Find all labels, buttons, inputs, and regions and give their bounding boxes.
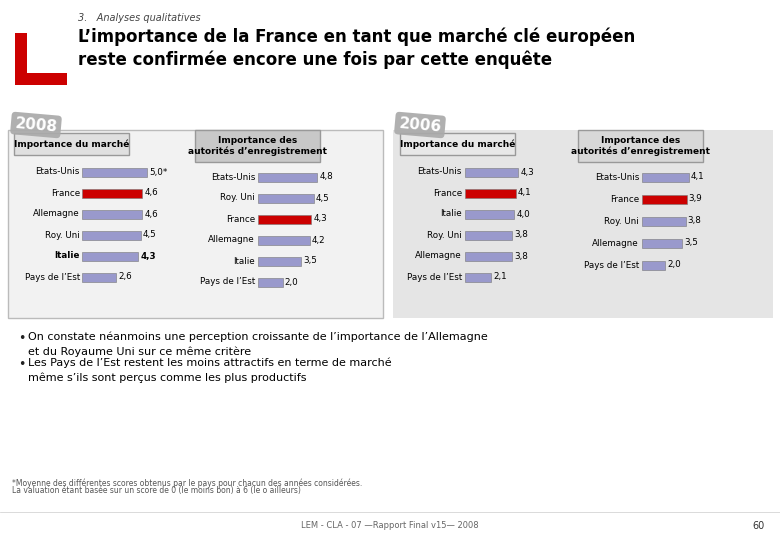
Text: France: France: [51, 188, 80, 198]
Bar: [642, 172, 689, 181]
Text: Italie: Italie: [441, 210, 462, 219]
Bar: [27, 33, 67, 73]
Text: 4,0: 4,0: [516, 210, 530, 219]
Text: France: France: [610, 194, 639, 204]
Text: Roy. Uni: Roy. Uni: [45, 231, 80, 240]
Text: Importance des
autorités d’enregistrement: Importance des autorités d’enregistremen…: [188, 136, 327, 157]
Bar: [82, 273, 116, 281]
Text: 3,8: 3,8: [514, 231, 528, 240]
Bar: [465, 252, 512, 260]
Text: Pays de l’Est: Pays de l’Est: [406, 273, 462, 281]
Text: 4,3: 4,3: [140, 252, 156, 260]
Bar: [82, 231, 141, 240]
Text: 4,8: 4,8: [319, 172, 333, 181]
Text: *Moyenne des différentes scores obtenus par le pays pour chacun des années consi: *Moyenne des différentes scores obtenus …: [12, 478, 362, 488]
Text: 60: 60: [753, 521, 765, 531]
Text: •: •: [18, 332, 26, 345]
Text: Importance du marché: Importance du marché: [400, 139, 515, 148]
Text: 3.   Analyses qualitatives: 3. Analyses qualitatives: [78, 13, 200, 23]
Bar: [642, 217, 686, 226]
Text: 3,9: 3,9: [689, 194, 703, 204]
Text: Allemagne: Allemagne: [208, 235, 255, 245]
Text: Importance des
autorités d’enregistrement: Importance des autorités d’enregistremen…: [571, 136, 710, 157]
Text: Pays de l’Est: Pays de l’Est: [583, 260, 639, 269]
Text: Allemagne: Allemagne: [592, 239, 639, 247]
Text: Roy. Uni: Roy. Uni: [604, 217, 639, 226]
Bar: [258, 172, 317, 181]
Bar: [393, 130, 773, 318]
Text: 4,3: 4,3: [520, 167, 534, 177]
Text: 4,3: 4,3: [313, 214, 327, 224]
Text: 2006: 2006: [398, 116, 442, 134]
Bar: [642, 194, 686, 204]
Bar: [642, 260, 665, 269]
Bar: [578, 130, 703, 162]
Text: La valuation étant basée sur un score de 0 (le moins bon) à 6 (le o ailleurs): La valuation étant basée sur un score de…: [12, 486, 301, 495]
Bar: [195, 130, 320, 162]
Bar: [82, 167, 147, 177]
Text: 3,8: 3,8: [514, 252, 528, 260]
Text: 3,5: 3,5: [303, 256, 317, 266]
Text: 4,5: 4,5: [143, 231, 157, 240]
Text: 4,1: 4,1: [691, 172, 704, 181]
Text: France: France: [226, 214, 255, 224]
Text: France: France: [433, 188, 462, 198]
Bar: [258, 193, 314, 202]
Text: Etats-Unis: Etats-Unis: [211, 172, 255, 181]
Text: 5,0*: 5,0*: [150, 167, 168, 177]
Bar: [258, 256, 301, 266]
Bar: [14, 133, 129, 155]
Bar: [82, 252, 138, 260]
Text: •: •: [18, 358, 26, 371]
Text: Etats-Unis: Etats-Unis: [417, 167, 462, 177]
Text: 2,0: 2,0: [285, 278, 299, 287]
Text: Etats-Unis: Etats-Unis: [594, 172, 639, 181]
Text: 3,8: 3,8: [687, 217, 701, 226]
Text: L’importance de la France en tant que marché clé européen
reste confirmée encore: L’importance de la France en tant que ma…: [78, 27, 635, 69]
Text: 2,6: 2,6: [118, 273, 132, 281]
Text: 4,5: 4,5: [316, 193, 329, 202]
Bar: [258, 278, 282, 287]
Text: Italie: Italie: [233, 256, 255, 266]
Text: 2008: 2008: [14, 116, 58, 134]
Bar: [465, 188, 516, 198]
Text: 4,2: 4,2: [312, 235, 325, 245]
Text: 4,1: 4,1: [518, 188, 531, 198]
Text: 2,0: 2,0: [667, 260, 681, 269]
Text: Pays de l’Est: Pays de l’Est: [25, 273, 80, 281]
Text: Importance du marché: Importance du marché: [14, 139, 129, 148]
Text: Roy. Uni: Roy. Uni: [427, 231, 462, 240]
Text: LEM - CLA - 07 —Rapport Final v15— 2008: LEM - CLA - 07 —Rapport Final v15— 2008: [301, 522, 479, 530]
Text: Allemagne: Allemagne: [416, 252, 462, 260]
Text: On constate néanmoins une perception croissante de l’importance de l’Allemagne
e: On constate néanmoins une perception cro…: [28, 332, 487, 357]
Bar: [82, 188, 142, 198]
Bar: [8, 130, 383, 318]
Text: Pays de l’Est: Pays de l’Est: [200, 278, 255, 287]
Text: 3,5: 3,5: [684, 239, 698, 247]
Bar: [465, 231, 512, 240]
Bar: [465, 273, 491, 281]
Text: 4,6: 4,6: [144, 210, 158, 219]
Text: 2,1: 2,1: [493, 273, 506, 281]
Bar: [642, 239, 682, 247]
Text: Les Pays de l’Est restent les moins attractifs en terme de marché
même s’ils son: Les Pays de l’Est restent les moins attr…: [28, 358, 392, 383]
Text: Roy. Uni: Roy. Uni: [220, 193, 255, 202]
Bar: [15, 33, 67, 85]
Text: Italie: Italie: [55, 252, 80, 260]
Bar: [258, 214, 311, 224]
Text: Etats-Unis: Etats-Unis: [36, 167, 80, 177]
Text: Allemagne: Allemagne: [34, 210, 80, 219]
Bar: [82, 210, 142, 219]
Bar: [465, 167, 518, 177]
Bar: [400, 133, 515, 155]
Bar: [465, 210, 515, 219]
Text: 4,6: 4,6: [144, 188, 158, 198]
Bar: [258, 235, 310, 245]
